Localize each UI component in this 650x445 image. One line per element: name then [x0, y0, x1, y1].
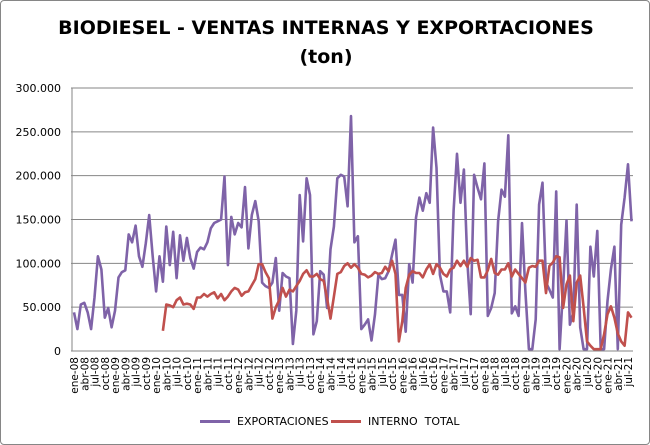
x-tick-label: oct-15 [387, 357, 399, 390]
legend-item-interno-total: INTERNO TOTAL [331, 415, 460, 428]
y-tick-label: 100.000 [16, 257, 62, 270]
y-tick-label: 300.000 [16, 82, 62, 95]
legend-label-exportaciones: EXPORTACIONES [237, 415, 329, 428]
x-tick-label: jul-19 [541, 357, 553, 388]
y-tick-label: 50.000 [23, 301, 62, 314]
x-tick-label: ene-16 [397, 357, 409, 394]
series-line-exportaciones [72, 114, 633, 351]
x-tick-label: oct-11 [223, 357, 235, 390]
x-tick-label: oct-17 [469, 357, 481, 390]
x-tick-label: abr-17 [449, 357, 461, 391]
x-tick-label: ene-13 [274, 357, 286, 394]
x-tick-label: abr-14 [326, 357, 338, 391]
x-tick-label: jul-08 [90, 357, 102, 388]
y-tick-label: 200.000 [16, 170, 62, 183]
x-tick-label: jul-09 [131, 357, 143, 388]
x-tick-label: jul-20 [582, 357, 594, 388]
chart-subtitle: (ton) [299, 46, 353, 68]
x-tick-label: jul-11 [213, 357, 225, 388]
x-tick-label: jul-21 [623, 357, 635, 388]
x-tick-label: abr-11 [202, 357, 214, 391]
x-tick-label: oct-19 [551, 357, 563, 390]
x-tick-label: ene-09 [110, 357, 122, 394]
x-tick-label: jul-10 [172, 357, 184, 388]
x-tick-label: ene-17 [438, 357, 450, 394]
x-tick-label: ene-21 [603, 357, 615, 394]
x-tick-label: jul-18 [500, 357, 512, 388]
y-tick-label: 0 [54, 345, 61, 358]
x-tick-label: oct-14 [346, 357, 358, 391]
x-tick-label: oct-20 [592, 357, 604, 390]
x-tick-label: abr-15 [367, 357, 379, 391]
y-tick-label: 150.000 [16, 214, 62, 227]
x-tick-label: ene-08 [69, 357, 81, 394]
legend-item-exportaciones: EXPORTACIONES [200, 415, 329, 428]
x-tick-label: ene-18 [479, 357, 491, 394]
x-tick-label: abr-08 [79, 357, 91, 391]
x-tick-label: abr-19 [531, 357, 543, 391]
x-tick-label: ene-15 [356, 357, 368, 394]
x-tick-label: oct-10 [182, 357, 194, 390]
x-tick-label: jul-17 [459, 357, 471, 388]
series-line-interno-total [161, 255, 633, 351]
y-tick-label: 250.000 [16, 126, 62, 139]
chart-title: BIODIESEL - VENTAS INTERNAS Y EXPORTACIO… [58, 17, 594, 39]
x-tick-label: jul-14 [336, 357, 348, 388]
x-tick-label: ene-10 [151, 357, 163, 394]
x-tick-label: jul-15 [377, 357, 389, 388]
x-tick-label: oct-16 [428, 357, 440, 391]
x-tick-label: oct-09 [141, 357, 153, 390]
x-tick-label: jul-13 [295, 357, 307, 388]
x-tick-label: jul-16 [418, 357, 430, 388]
x-tick-label: abr-09 [120, 357, 132, 391]
x-tick-label: ene-11 [192, 357, 204, 394]
x-tick-label: abr-16 [408, 357, 420, 391]
x-tick-label: oct-18 [510, 357, 522, 390]
legend-label-interno-total: INTERNO TOTAL [368, 415, 460, 428]
x-tick-label: ene-20 [561, 357, 573, 394]
x-tick-label: oct-13 [305, 357, 317, 390]
legend-swatch-exportaciones [200, 420, 230, 423]
x-tick-label: oct-08 [100, 357, 112, 390]
x-tick-label: oct-12 [264, 357, 276, 390]
legend-swatch-interno-total [331, 420, 361, 423]
x-tick-label: ene-19 [520, 357, 532, 394]
x-tick-label: ene-14 [315, 357, 327, 394]
x-tick-label: abr-20 [572, 357, 584, 391]
x-tick-label: ene-12 [233, 357, 245, 394]
x-tick-label: jul-12 [254, 357, 266, 388]
x-tick-label: abr-13 [284, 357, 296, 391]
x-tick-label: abr-18 [490, 357, 502, 391]
x-tick-label: abr-12 [243, 357, 255, 391]
x-tick-label: abr-21 [613, 357, 625, 391]
x-tick-label: abr-10 [161, 357, 173, 391]
